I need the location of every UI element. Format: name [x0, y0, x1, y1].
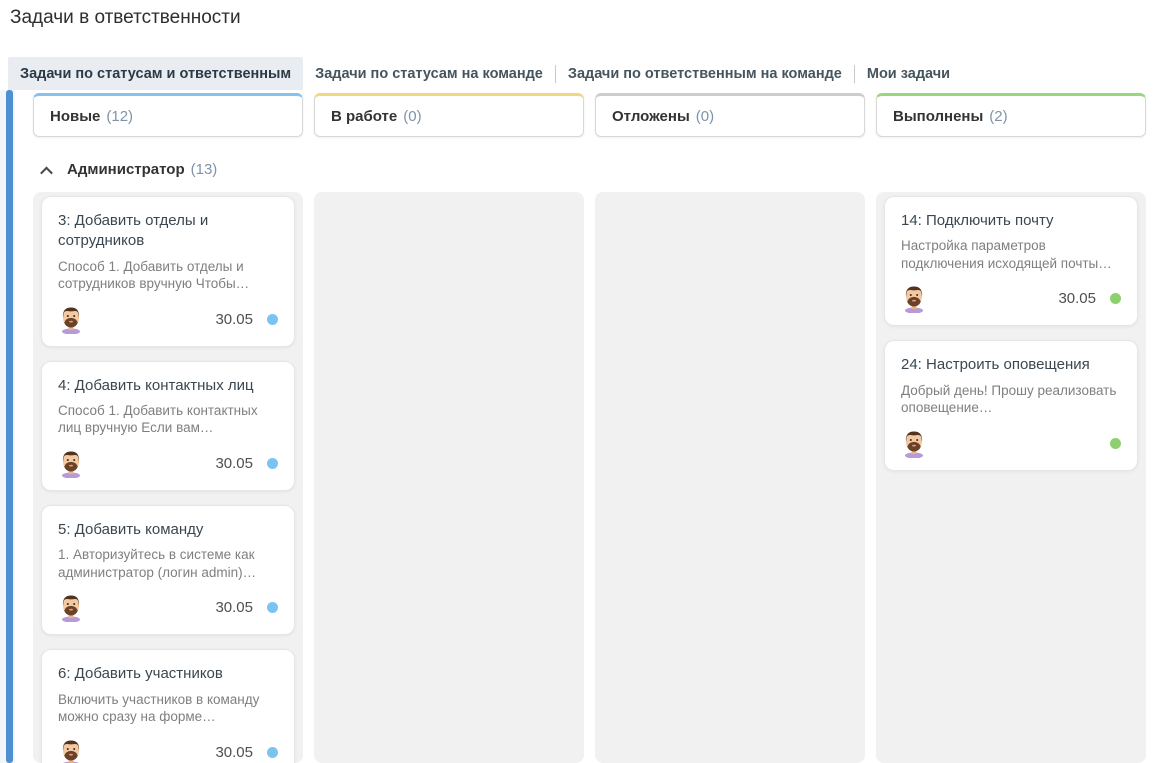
task-card[interactable]: 24: Настроить оповещения Добрый день! Пр… — [884, 340, 1138, 471]
task-title: 3: Добавить отделы и сотрудников — [58, 212, 209, 250]
assignee-avatar[interactable] — [58, 593, 84, 623]
status-dot — [267, 602, 278, 614]
task-card[interactable]: 4: Добавить контактных лиц Способ 1. Доб… — [41, 360, 295, 491]
assignee-avatar[interactable] — [901, 429, 927, 458]
task-footer: 30.05 — [58, 738, 278, 763]
task-due-date: 30.05 — [215, 454, 253, 472]
tab-label: Задачи по статусам на команде — [315, 65, 543, 82]
task-description: Способ 1. Добавить отделы и сотрудников … — [58, 258, 250, 292]
tab-label: Мои задачи — [866, 65, 951, 82]
column-count: (2) — [989, 107, 1008, 125]
task-due-date: 30.05 — [1058, 290, 1096, 308]
status-dot — [267, 457, 278, 469]
tab-divider — [554, 64, 556, 83]
task-footer: 30.05 — [58, 305, 278, 334]
task-title: 14: Подключить почту — [901, 212, 1054, 229]
status-dot — [1110, 293, 1121, 305]
page-title: Задачи в ответственности — [10, 7, 241, 28]
task-due-date: 30.05 — [215, 310, 253, 328]
assignee-avatar[interactable] — [58, 738, 84, 763]
task-footer — [901, 429, 1121, 458]
tab-my-tasks[interactable]: Мои задачи — [855, 57, 962, 90]
column-body-done: 14: Подключить почту Настройка параметро… — [876, 192, 1146, 763]
assignee-avatar[interactable] — [901, 284, 927, 314]
assignee-avatar[interactable] — [58, 449, 84, 478]
column-count: (0) — [403, 107, 422, 125]
column-header-inprogress[interactable]: В работе (0) — [314, 93, 584, 137]
tab-divider — [853, 64, 855, 83]
status-dot — [267, 313, 278, 325]
task-card[interactable]: 14: Подключить почту Настройка параметро… — [884, 196, 1138, 327]
task-card[interactable]: 5: Добавить команду 1. Авторизуйтесь в с… — [41, 504, 295, 636]
tab-label: Задачи по ответственным на команде — [567, 65, 842, 82]
column-count: (12) — [106, 107, 134, 125]
column-body-inprogress — [314, 192, 584, 763]
column-title: Новые — [50, 107, 101, 125]
left-scrollbar-thumb[interactable] — [6, 90, 13, 763]
tab-responsible-team[interactable]: Задачи по ответственным на команде — [556, 57, 854, 90]
task-description: Настройка параметров подключения исходящ… — [901, 238, 1112, 271]
column-count: (0) — [695, 107, 715, 125]
task-footer: 30.05 — [901, 284, 1121, 314]
assignee-avatar[interactable] — [58, 305, 84, 334]
column-header-done[interactable]: Выполнены (2) — [876, 93, 1146, 137]
task-card[interactable]: 6: Добавить участников Включить участник… — [41, 649, 295, 763]
tab-bar: Задачи по статусам и ответственным Задач… — [8, 57, 1166, 90]
tab-label: Задачи по статусам и ответственным — [20, 65, 292, 82]
task-footer: 30.05 — [58, 449, 278, 478]
task-card[interactable]: 3: Добавить отделы и сотрудников Способ … — [41, 196, 295, 347]
task-description: 1. Авторизуйтесь в системе как администр… — [58, 547, 257, 580]
task-title: 4: Добавить контактных лиц — [58, 376, 254, 394]
column-title: Отложены — [612, 107, 690, 125]
column-title: В работе — [331, 107, 398, 125]
column-body-postponed — [595, 192, 865, 763]
status-dot — [267, 746, 278, 758]
task-description: Способ 1. Добавить контактных лиц вручну… — [58, 402, 258, 436]
column-header-postponed[interactable]: Отложены (0) — [595, 93, 865, 137]
tab-statuses-responsible[interactable]: Задачи по статусам и ответственным — [8, 57, 304, 90]
task-title: 24: Настроить оповещения — [901, 356, 1090, 374]
chevron-up-icon[interactable] — [40, 166, 53, 179]
tab-statuses-team[interactable]: Задачи по статусам на команде — [303, 57, 555, 90]
task-title: 5: Добавить команду — [58, 520, 204, 538]
status-dot — [1110, 437, 1121, 449]
task-due-date: 30.05 — [215, 743, 253, 761]
group-name: Администратор — [67, 160, 185, 178]
group-row-administrator: Администратор (13) — [40, 157, 218, 181]
task-description: Включить участников в команду можно сраз… — [58, 691, 260, 725]
group-count: (13) — [190, 160, 218, 178]
column-header-new[interactable]: Новые (12) — [33, 93, 303, 137]
task-title: 6: Добавить участников — [58, 665, 223, 683]
column-title: Выполнены — [893, 107, 984, 125]
column-body-new: 3: Добавить отделы и сотрудников Способ … — [33, 192, 303, 763]
task-footer: 30.05 — [58, 593, 278, 623]
task-due-date: 30.05 — [215, 599, 253, 617]
task-description: Добрый день! Прошу реализовать оповещени… — [901, 382, 1117, 416]
